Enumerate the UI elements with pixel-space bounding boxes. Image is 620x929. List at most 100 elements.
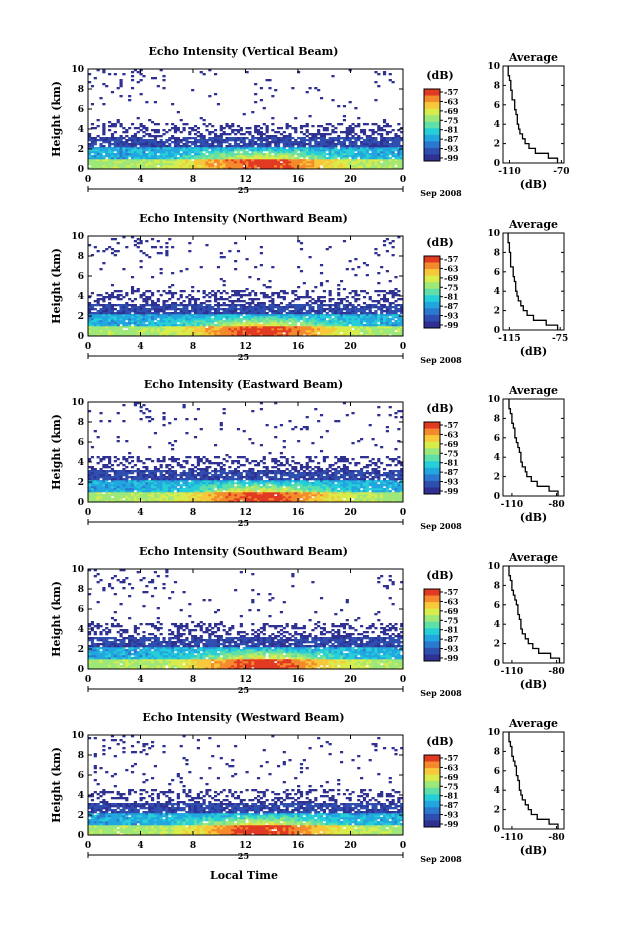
heatmap-cell xyxy=(380,314,384,317)
heatmap-cell xyxy=(354,149,358,152)
heatmap-cell xyxy=(385,332,389,335)
heatmap-cell xyxy=(185,320,189,323)
heatmap-cell xyxy=(248,139,252,142)
heatmap-cell xyxy=(351,332,355,335)
heatmap-cell xyxy=(354,318,358,321)
heatmap-cell xyxy=(176,304,180,307)
heatmap-cell xyxy=(288,135,292,138)
heatmap-cell xyxy=(314,312,318,315)
average-y-tick-label: 0 xyxy=(494,159,500,169)
heatmap-cell xyxy=(142,480,146,483)
heatmap-cell xyxy=(185,334,189,337)
heatmap-cell xyxy=(90,165,95,168)
heatmap-cell xyxy=(251,159,255,162)
heatmap-cell xyxy=(242,318,246,321)
heatmap-cell xyxy=(394,300,398,303)
heatmap-cell xyxy=(377,167,381,170)
heatmap-cell xyxy=(96,484,100,487)
heatmap-cell xyxy=(162,153,166,156)
heatmap-cell xyxy=(360,145,364,148)
heatmap-cell xyxy=(391,292,395,295)
heatmap-cell xyxy=(368,304,372,307)
heatmap-cell xyxy=(99,163,103,166)
heatmap-cell xyxy=(288,143,292,146)
heatmap-cell xyxy=(119,137,123,140)
heatmap-cell xyxy=(162,496,166,499)
heatmap-cell xyxy=(110,248,115,251)
heatmap-cell xyxy=(322,300,326,303)
heatmap-cell xyxy=(156,129,160,132)
heatmap-cell xyxy=(214,145,218,148)
heatmap-cell xyxy=(168,151,172,154)
heatmap-cell xyxy=(151,167,155,170)
heatmap-cell xyxy=(219,314,223,317)
heatmap-cell xyxy=(288,318,292,321)
heatmap-cell xyxy=(145,145,149,148)
heatmap-cell xyxy=(119,308,123,311)
heatmap-cell xyxy=(93,498,97,501)
heatmap-cell xyxy=(325,123,329,126)
heatmap-cell xyxy=(317,310,321,313)
average-title: Average xyxy=(508,218,558,231)
heatmap-cell xyxy=(256,298,261,301)
heatmap-cell xyxy=(88,312,92,315)
heatmap-cell xyxy=(125,466,129,469)
heatmap-cell xyxy=(219,133,223,136)
heatmap-cell xyxy=(188,482,192,485)
heatmap-cell xyxy=(122,149,126,152)
heatmap-cell xyxy=(277,304,281,307)
heatmap-cell xyxy=(113,304,117,307)
heatmap-cell xyxy=(311,151,315,154)
heatmap-cell xyxy=(382,149,387,152)
heatmap-cell xyxy=(234,137,238,140)
heatmap-cell xyxy=(179,167,183,170)
heatmap-cell xyxy=(274,334,278,337)
heatmap-cell xyxy=(299,165,304,168)
heatmap-cell xyxy=(168,492,172,495)
heatmap-cell xyxy=(302,332,306,335)
heatmap-cell xyxy=(188,131,192,134)
heatmap-cell xyxy=(222,308,226,311)
heatmap-cell xyxy=(173,500,178,503)
heatmap-cell xyxy=(93,161,97,164)
heatmap-cell xyxy=(96,462,100,465)
heatmap-cell xyxy=(102,312,106,315)
heatmap-cell xyxy=(219,320,223,323)
heatmap-cell xyxy=(182,145,186,148)
heatmap-cell xyxy=(116,165,120,168)
heatmap-cell xyxy=(151,157,155,160)
heatmap-cell xyxy=(308,165,312,168)
heatmap-cell xyxy=(165,334,169,337)
heatmap-cell xyxy=(285,326,289,329)
heatmap-cell xyxy=(351,268,355,271)
heatmap-cell xyxy=(99,476,103,479)
heatmap-cell xyxy=(188,151,192,154)
heatmap-cell xyxy=(319,145,324,148)
heatmap-cell xyxy=(348,260,352,263)
heatmap-cell xyxy=(142,312,146,315)
heatmap-cell xyxy=(185,165,189,168)
heatmap-cell xyxy=(262,123,266,126)
heatmap-cell xyxy=(256,314,261,317)
heatmap-cell xyxy=(93,324,97,327)
heatmap-cell xyxy=(142,320,146,323)
heatmap-cell xyxy=(185,474,189,477)
heatmap-cell xyxy=(153,153,158,156)
heatmap-cell xyxy=(142,492,146,495)
heatmap-cell xyxy=(256,318,261,321)
heatmap-cell xyxy=(242,143,246,146)
heatmap-cell xyxy=(377,85,381,88)
x-tick-label: 8 xyxy=(190,342,196,352)
heatmap-cell xyxy=(317,298,321,301)
heatmap-cell xyxy=(288,141,292,144)
colorbar-segment xyxy=(424,141,440,149)
heatmap-cell xyxy=(148,163,152,166)
heatmap-cell xyxy=(185,494,189,497)
heatmap-cell xyxy=(182,306,186,309)
heatmap-cell xyxy=(159,324,163,327)
heatmap-cell xyxy=(271,123,275,126)
heatmap-cell xyxy=(90,320,95,323)
heatmap-cell xyxy=(400,151,404,154)
heatmap-cell xyxy=(345,167,349,170)
heatmap-cell xyxy=(394,314,398,317)
